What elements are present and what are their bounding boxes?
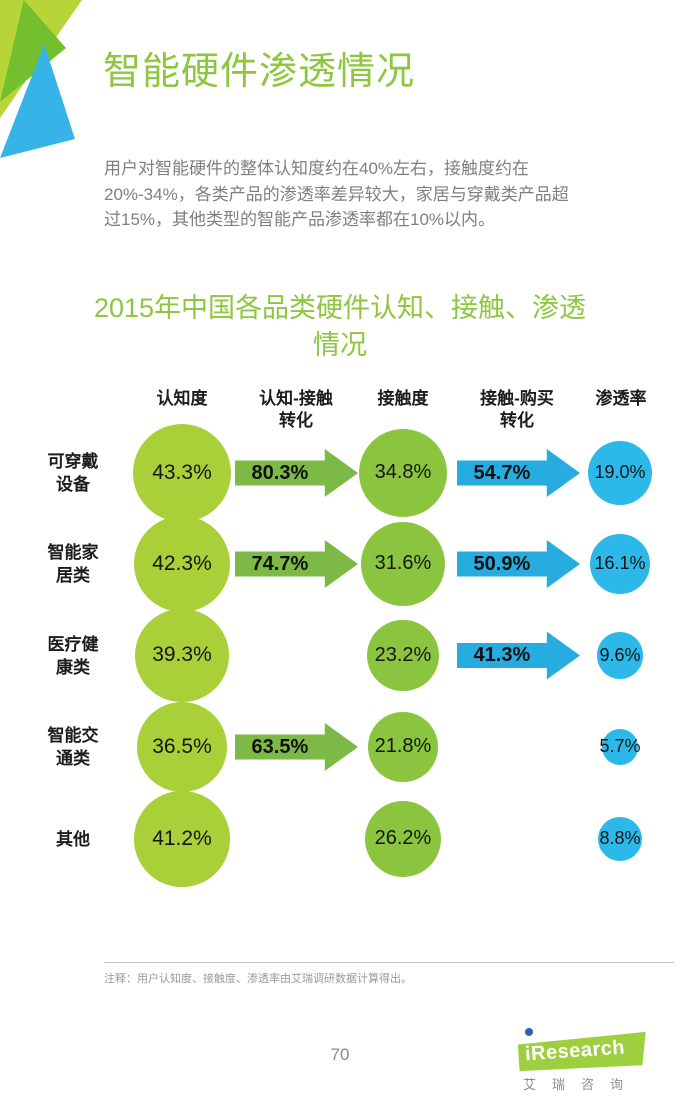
penetration-bubble-value: 16.1%: [594, 553, 646, 574]
category-label: 智能交通类: [47, 726, 99, 768]
contact-purchase-arrow-value: 54.7%: [473, 461, 531, 484]
awareness-contact-arrow: 74.7%: [235, 540, 358, 588]
column-header-awareness-contact: 认知-接触转化: [259, 389, 333, 430]
category-label: 可穿戴设备: [47, 452, 99, 494]
intro-text: 用户对智能硬件的整体认知度约在40%左右，接触度约在20%-34%，各类产品的渗…: [104, 159, 569, 229]
logo-chinese-text: 艾瑞咨询: [523, 1077, 640, 1092]
column-header-awareness: 认知度: [156, 389, 208, 408]
chart-title: 2015年中国各品类硬件认知、接触、渗透情况: [93, 293, 587, 360]
awareness-contact-arrow: 80.3%: [235, 449, 358, 497]
penetration-bubble: 8.8%: [597, 816, 643, 862]
column-header-penetration: 渗透率: [595, 389, 647, 408]
awareness-bubble: 39.3%: [135, 608, 229, 703]
contact-purchase-arrow: 41.3%: [457, 631, 580, 680]
contact-bubble-value: 26.2%: [374, 827, 432, 850]
penetration-bubble: 16.1%: [590, 534, 650, 594]
footnote-divider: [104, 962, 674, 963]
contact-purchase-arrow: 50.9%: [457, 540, 580, 588]
penetration-bubble-value: 9.6%: [599, 644, 641, 665]
contact-bubble-value: 23.2%: [374, 643, 432, 666]
contact-bubble: 31.6%: [361, 522, 445, 606]
contact-purchase-arrow-value: 50.9%: [473, 552, 531, 575]
awareness-bubble-value: 43.3%: [152, 460, 212, 484]
iresearch-logo: iResearch 艾瑞咨询: [518, 1024, 650, 1094]
awareness-contact-arrow-value: 63.5%: [251, 735, 309, 758]
contact-bubble: 34.8%: [359, 429, 447, 517]
awareness-bubble: 41.2%: [134, 791, 230, 887]
awareness-bubble-value: 42.3%: [152, 551, 212, 575]
awareness-bubble-value: 41.2%: [152, 826, 212, 850]
page-title: 智能硬件渗透情况: [103, 51, 416, 93]
awareness-bubble-value: 39.3%: [152, 643, 212, 667]
awareness-contact-arrow-value: 74.7%: [251, 552, 309, 575]
contact-bubble: 26.2%: [364, 800, 442, 878]
category-label: 医疗健康类: [47, 634, 99, 677]
logo-brand-text: iResearch: [524, 1036, 626, 1066]
contact-purchase-arrow: 54.7%: [457, 449, 580, 497]
contact-purchase-arrow-value: 41.3%: [473, 644, 531, 666]
penetration-bubble-value: 5.7%: [599, 736, 641, 757]
awareness-bubble: 42.3%: [133, 515, 231, 613]
penetration-bubble: 5.7%: [599, 729, 641, 765]
awareness-bubble: 43.3%: [132, 423, 231, 522]
awareness-bubble-value: 36.5%: [152, 734, 212, 758]
logo-flag-shape: iResearch: [518, 1032, 647, 1071]
penetration-bubble: 9.6%: [596, 632, 644, 679]
logo-dot-icon: [525, 1028, 533, 1036]
footnote: 注释：用户认知度、接触度、渗透率由艾瑞调研数据计算得出。: [104, 973, 412, 985]
penetration-bubble: 19.0%: [587, 440, 653, 506]
penetration-bubble-value: 19.0%: [594, 462, 646, 483]
contact-bubble: 21.8%: [368, 712, 438, 782]
contact-bubble-value: 34.8%: [374, 461, 432, 484]
category-label: 智能家居类: [47, 543, 99, 585]
contact-bubble-value: 31.6%: [374, 552, 432, 575]
column-header-contact-purchase: 接触-购买转化: [480, 389, 554, 430]
page-number: 70: [330, 1045, 350, 1064]
penetration-bubble-value: 8.8%: [599, 828, 641, 849]
contact-bubble-value: 21.8%: [374, 735, 432, 758]
category-label: 其他: [56, 829, 90, 849]
awareness-contact-arrow: 63.5%: [235, 723, 358, 771]
awareness-contact-arrow-value: 80.3%: [251, 461, 309, 484]
awareness-bubble: 36.5%: [136, 701, 227, 792]
contact-bubble: 23.2%: [367, 619, 439, 692]
column-header-contact: 接触度: [377, 389, 429, 408]
